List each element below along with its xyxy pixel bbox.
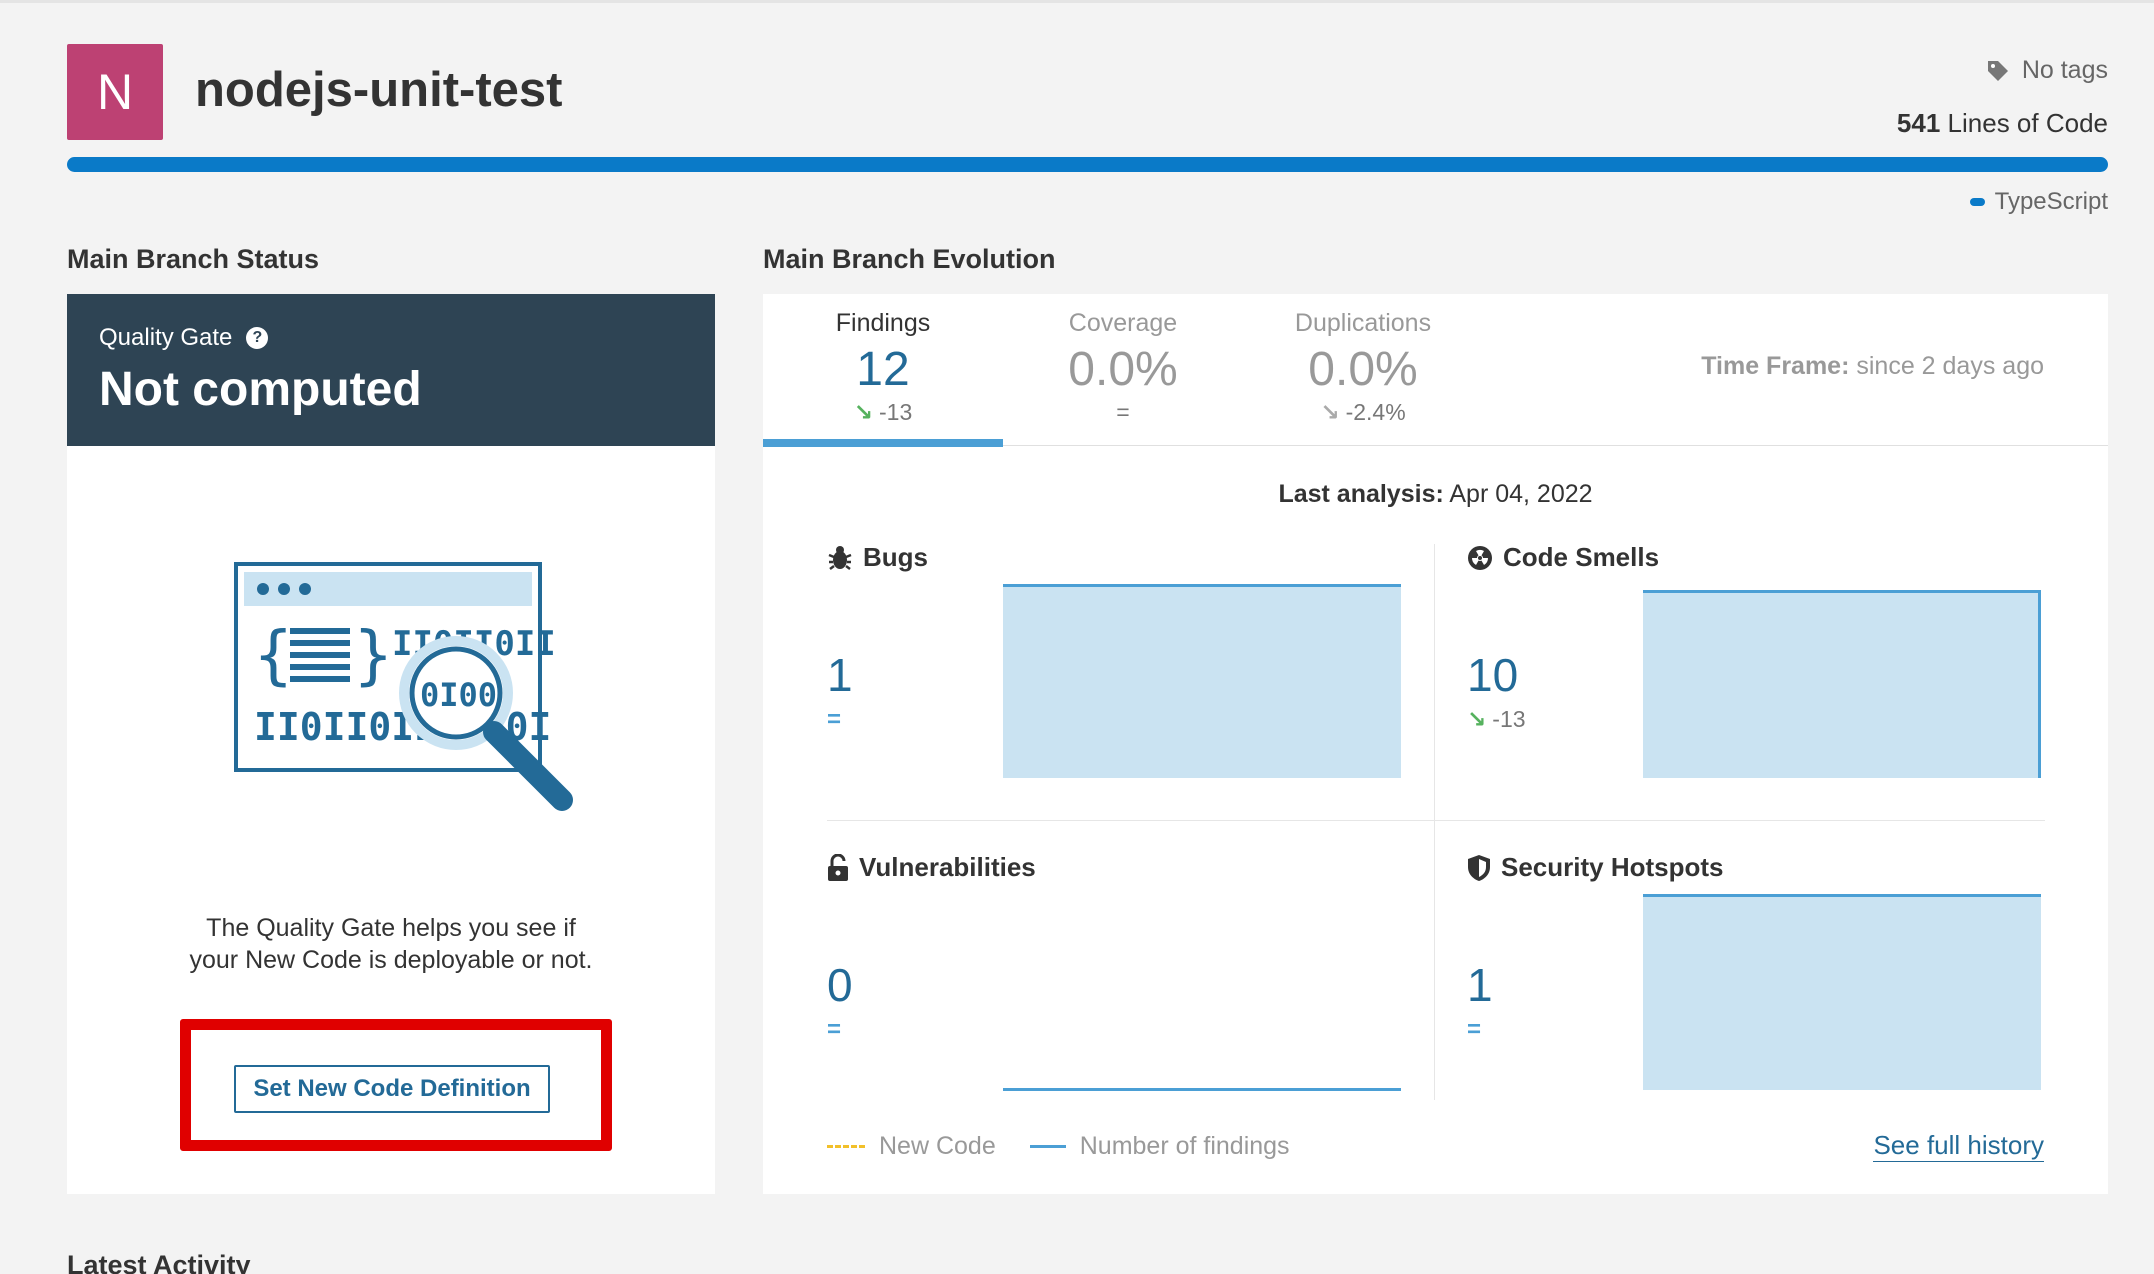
avatar-letter: N xyxy=(96,64,134,120)
latest-activity-title: Latest Activity xyxy=(67,1250,251,1274)
main-branch-evolution-title: Main Branch Evolution xyxy=(763,244,1056,274)
metric-bugs[interactable]: Bugs 1 = xyxy=(827,542,1437,842)
code-smells-sparkline xyxy=(1643,590,2041,778)
time-frame-label: Time Frame: xyxy=(1701,352,1850,380)
metric-security-hotspots-title: Security Hotspots xyxy=(1467,852,1724,883)
time-frame: Time Frame: since 2 days ago xyxy=(1701,352,2044,381)
project-tags[interactable]: No tags xyxy=(1986,56,2108,85)
metric-bugs-title: Bugs xyxy=(827,542,928,573)
active-tab-indicator xyxy=(763,439,1003,447)
time-frame-value: since 2 days ago xyxy=(1856,352,2044,380)
new-code-legend-swatch xyxy=(827,1145,865,1148)
metric-security-hotspots-delta: = xyxy=(1467,1016,1481,1044)
svg-text:{: { xyxy=(254,619,293,693)
last-analysis-date: Apr 04, 2022 xyxy=(1449,480,1593,508)
security-hotspots-sparkline xyxy=(1643,894,2041,1090)
tab-duplications-delta: ↘ -2.4% xyxy=(1243,399,1483,426)
tag-icon xyxy=(1987,60,2008,81)
metric-code-smells[interactable]: Code Smells 10 ↘ -13 xyxy=(1467,542,2077,842)
metric-vulnerabilities-delta-value: = xyxy=(827,1016,842,1043)
metric-security-hotspots-value[interactable]: 1 xyxy=(1467,959,1493,1011)
last-analysis-label: Last analysis: xyxy=(1278,480,1444,508)
quality-gate-header: Quality Gate ? Not computed xyxy=(67,294,715,446)
bug-icon xyxy=(828,545,852,570)
svg-text:0I00: 0I00 xyxy=(420,676,497,714)
language-swatch xyxy=(1969,198,1985,206)
tags-label: No tags xyxy=(2021,56,2108,84)
metric-vulnerabilities-delta: = xyxy=(827,1016,841,1044)
language-legend: TypeScript xyxy=(1969,188,2108,216)
tab-coverage-delta-value: = xyxy=(1116,399,1130,425)
tab-duplications-label: Duplications xyxy=(1294,309,1432,337)
chart-legend: New Code Number of findings xyxy=(827,1132,1290,1161)
tab-duplications[interactable]: Duplications 0.0% ↘ -2.4% xyxy=(1243,294,1483,446)
tab-findings[interactable]: Findings 12 ↘ -13 xyxy=(763,294,1003,447)
tab-findings-delta: ↘ -13 xyxy=(763,399,1003,426)
top-border xyxy=(0,0,2154,3)
metric-security-hotspots-delta-value: = xyxy=(1467,1016,1482,1043)
tab-coverage-delta: = xyxy=(1003,399,1243,426)
legend-new-code: New Code xyxy=(879,1132,996,1160)
quality-gate-status: Not computed xyxy=(99,363,422,416)
language-distribution-bar xyxy=(67,157,2108,172)
tab-coverage[interactable]: Coverage 0.0% = xyxy=(1003,294,1243,446)
vulnerabilities-sparkline xyxy=(1003,1088,1401,1091)
help-icon[interactable]: ? xyxy=(246,327,269,349)
metric-bugs-value[interactable]: 1 xyxy=(827,649,853,701)
tab-coverage-value: 0.0% xyxy=(1068,343,1178,396)
quality-gate-label-row: Quality Gate ? xyxy=(99,324,683,352)
tab-duplications-value: 0.0% xyxy=(1308,343,1418,396)
quality-gate-label: Quality Gate xyxy=(99,324,233,351)
language-name: TypeScript xyxy=(1994,188,2108,215)
main-branch-status-title: Main Branch Status xyxy=(67,244,320,274)
quality-gate-card: Quality Gate ? Not computed { } II0II0II… xyxy=(67,294,715,1194)
set-new-code-definition-button[interactable]: Set New Code Definition xyxy=(234,1065,550,1113)
project-title[interactable]: nodejs-unit-test xyxy=(195,63,563,117)
highlight-annotation-box xyxy=(180,1019,612,1151)
legend-number-of-findings: Number of findings xyxy=(1079,1132,1290,1160)
radiation-icon xyxy=(1468,545,1492,570)
quality-gate-message: The Quality Gate helps you see if your N… xyxy=(67,912,715,976)
metric-code-smells-value[interactable]: 10 xyxy=(1467,649,1519,701)
metric-vulnerabilities[interactable]: Vulnerabilities 0 = xyxy=(827,852,1437,1152)
metric-code-smells-label: Code Smells xyxy=(1503,542,1660,572)
metric-vulnerabilities-title: Vulnerabilities xyxy=(827,852,1036,883)
metric-vulnerabilities-label: Vulnerabilities xyxy=(859,852,1036,882)
arrow-down-right-icon: ↘ xyxy=(1467,706,1487,732)
last-analysis: Last analysis: Apr 04, 2022 xyxy=(763,480,2108,509)
tab-findings-label: Findings xyxy=(835,309,931,337)
tab-coverage-label: Coverage xyxy=(1068,309,1178,337)
arrow-down-right-icon: ↘ xyxy=(853,399,874,425)
metric-bugs-delta-value: = xyxy=(827,706,842,733)
metrics-divider-horizontal xyxy=(827,820,2045,821)
bugs-sparkline xyxy=(1003,584,1401,778)
evolution-card: Findings 12 ↘ -13 Coverage 0.0% = Duplica… xyxy=(763,294,2108,1194)
metric-code-smells-title: Code Smells xyxy=(1467,542,1659,573)
metric-bugs-label: Bugs xyxy=(863,542,928,572)
tab-findings-value: 12 xyxy=(856,343,910,396)
loc-value: 541 xyxy=(1896,108,1941,138)
metric-bugs-delta: = xyxy=(827,706,841,734)
shield-icon xyxy=(1468,854,1490,881)
arrow-down-right-icon: ↘ xyxy=(1320,399,1340,425)
metrics-divider-vertical xyxy=(1434,544,1435,1100)
loc-label: Lines of Code xyxy=(1947,108,2108,138)
metric-code-smells-delta: ↘ -13 xyxy=(1467,706,1526,733)
tab-findings-delta-value: -13 xyxy=(879,399,913,425)
svg-text:}: } xyxy=(354,619,393,693)
metric-security-hotspots-label: Security Hotspots xyxy=(1501,852,1724,882)
code-analysis-illustration-icon: { } II0II0II II0II0II0II0I 0I00 xyxy=(234,562,573,811)
lock-icon xyxy=(828,853,848,881)
metric-security-hotspots[interactable]: Security Hotspots 1 = xyxy=(1467,852,2077,1152)
evolution-tabs: Findings 12 ↘ -13 Coverage 0.0% = Duplica… xyxy=(763,294,2108,447)
findings-legend-swatch xyxy=(1029,1145,1066,1148)
lines-of-code: 541 Lines of Code xyxy=(1897,108,2108,139)
metric-vulnerabilities-value[interactable]: 0 xyxy=(827,959,853,1011)
see-full-history-link[interactable]: See full history xyxy=(1873,1130,2044,1162)
project-avatar: N xyxy=(67,44,163,140)
quality-gate-message-line1: The Quality Gate helps you see if xyxy=(206,914,576,942)
metric-code-smells-delta-value: -13 xyxy=(1492,706,1526,732)
quality-gate-message-line2: your New Code is deployable or not. xyxy=(189,946,593,974)
tab-duplications-delta-value: -2.4% xyxy=(1345,399,1406,425)
